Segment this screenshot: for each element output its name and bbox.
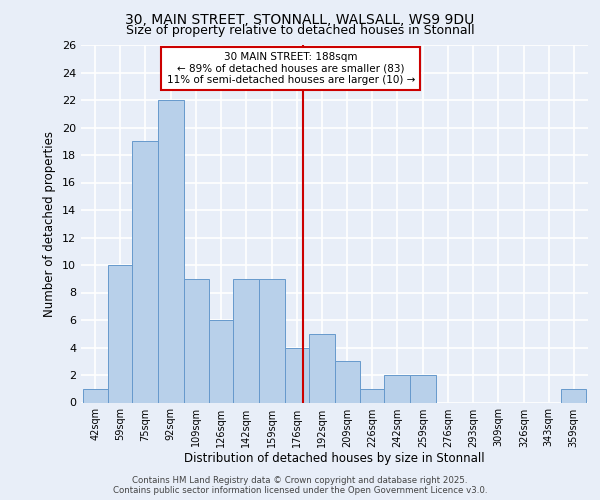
- Bar: [108, 265, 133, 402]
- Bar: [335, 361, 360, 403]
- X-axis label: Distribution of detached houses by size in Stonnall: Distribution of detached houses by size …: [184, 452, 485, 466]
- Text: 30 MAIN STREET: 188sqm
← 89% of detached houses are smaller (83)
11% of semi-det: 30 MAIN STREET: 188sqm ← 89% of detached…: [167, 52, 415, 85]
- Bar: [233, 279, 259, 402]
- Text: 30, MAIN STREET, STONNALL, WALSALL, WS9 9DU: 30, MAIN STREET, STONNALL, WALSALL, WS9 …: [125, 12, 475, 26]
- Bar: [184, 279, 209, 402]
- Bar: [410, 375, 436, 402]
- Bar: [133, 142, 158, 402]
- Bar: [209, 320, 233, 402]
- Bar: [259, 279, 285, 402]
- Bar: [83, 389, 108, 402]
- Bar: [360, 389, 384, 402]
- Y-axis label: Number of detached properties: Number of detached properties: [43, 130, 56, 317]
- Text: Contains HM Land Registry data © Crown copyright and database right 2025.
Contai: Contains HM Land Registry data © Crown c…: [113, 476, 487, 495]
- Bar: [384, 375, 410, 402]
- Bar: [285, 348, 309, 403]
- Bar: [309, 334, 335, 402]
- Bar: [158, 100, 184, 402]
- Bar: [561, 389, 586, 402]
- Text: Size of property relative to detached houses in Stonnall: Size of property relative to detached ho…: [125, 24, 475, 37]
